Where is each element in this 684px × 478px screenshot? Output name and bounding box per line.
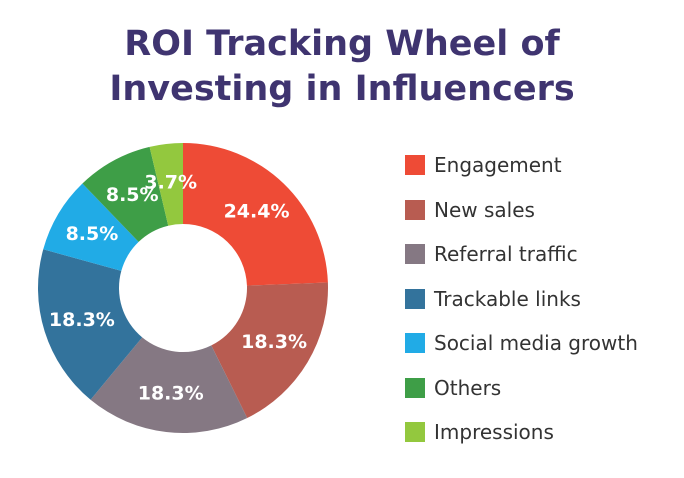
legend-item: New sales [405, 188, 638, 233]
legend-label: Social media growth [434, 331, 638, 356]
legend-swatch [405, 199, 425, 220]
slice-value-label: 24.4% [224, 201, 290, 223]
legend-item: Referral traffic [405, 232, 638, 277]
slice-value-label: 3.7% [144, 172, 197, 194]
slice-value-label: 18.3% [241, 331, 307, 353]
legend-swatch [405, 377, 425, 398]
legend-label: New sales [434, 197, 535, 222]
donut-slice-new-sales [211, 282, 328, 419]
legend-label: Referral traffic [434, 242, 578, 267]
donut-slice-trackable-links [37, 249, 143, 400]
slice-value-label: 18.3% [138, 382, 204, 404]
legend-item: Impressions [405, 410, 638, 455]
legend-label: Impressions [434, 420, 554, 445]
chart-title-line-1: ROI Tracking Wheel of [124, 24, 560, 64]
slice-value-label: 18.3% [49, 309, 115, 331]
legend-swatch [405, 422, 425, 443]
legend-label: Others [434, 375, 502, 400]
slice-value-label: 8.5% [66, 223, 119, 245]
donut-slices [37, 143, 328, 433]
slice-value-label: 8.5% [106, 184, 159, 206]
legend-item: Engagement [405, 143, 638, 188]
chart-legend: Engagement New sales Referral traffic Track… [405, 143, 638, 455]
legend-swatch [405, 288, 425, 309]
donut-slice-social-media-growth [43, 183, 139, 271]
donut-slice-impressions [149, 143, 183, 226]
chart-title-line-2: Investing in Influencers [109, 69, 575, 109]
legend-swatch [405, 244, 425, 265]
donut-slice-others [82, 146, 169, 242]
legend-item: Social media growth [405, 321, 638, 366]
legend-item: Trackable links [405, 277, 638, 322]
legend-label: Trackable links [434, 286, 581, 311]
donut-slice-referral-traffic [90, 337, 248, 433]
donut-value-labels: 24.4%18.3%18.3%18.3%8.5%8.5%3.7% [49, 172, 307, 405]
chart-title: ROI Tracking Wheel of Investing in Influ… [0, 22, 684, 112]
legend-label: Engagement [434, 153, 562, 178]
donut-slice-engagement [183, 143, 328, 286]
legend-item: Others [405, 366, 638, 411]
legend-swatch [405, 155, 425, 176]
legend-swatch [405, 333, 425, 354]
